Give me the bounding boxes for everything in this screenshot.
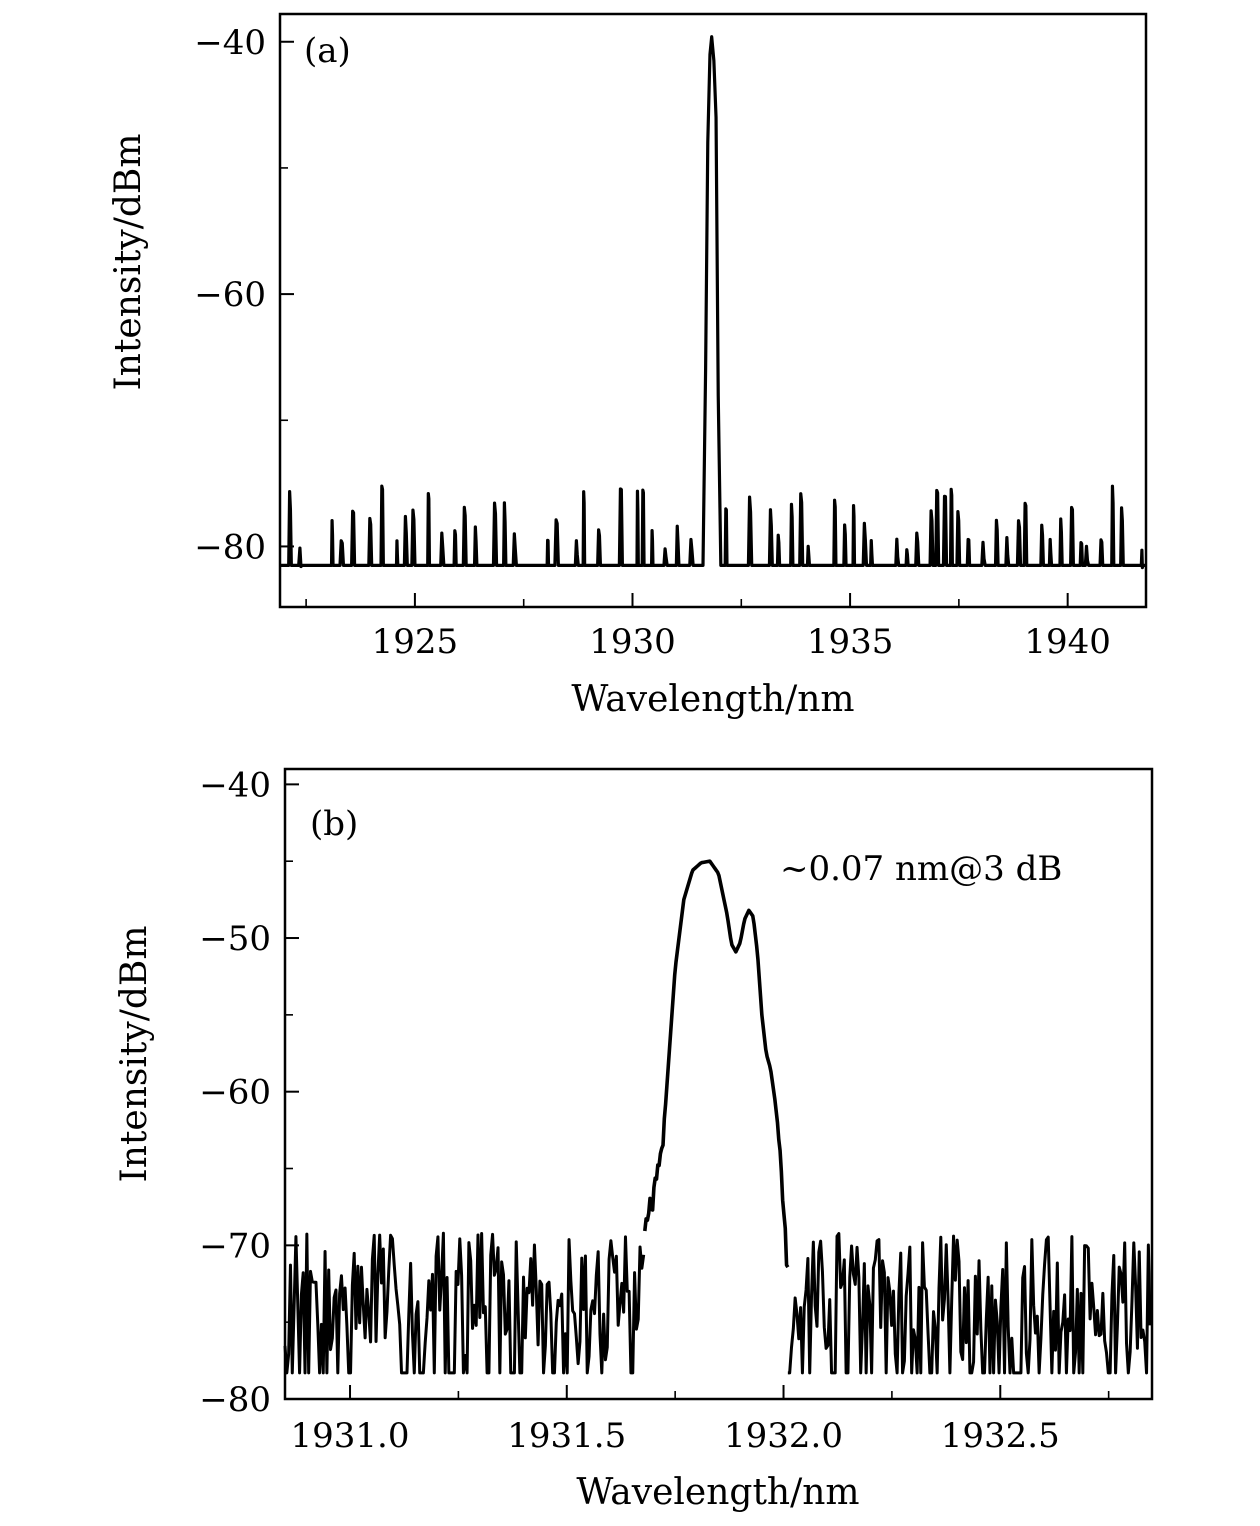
y-axis-b: −40 −50 −60 −70 −80	[199, 765, 299, 1420]
y-tick-label: −40	[194, 23, 266, 63]
x-tick-label: 1930	[589, 622, 676, 662]
x-tick-label: 1931.5	[507, 1416, 626, 1456]
x-axis-title-a: Wavelength/nm	[571, 679, 854, 720]
y-axis-a: −40 −60 −80	[194, 23, 294, 567]
bandwidth-annotation: ~0.07 nm@3 dB	[780, 849, 1062, 889]
y-tick-label: −60	[199, 1073, 271, 1113]
y-tick-label: −50	[199, 919, 271, 959]
chart-panel-a: 1925 1930 1935 1940 −40 −60 −80 (a) Wavelengt…	[108, 12, 1148, 720]
y-tick-label: −40	[199, 765, 271, 805]
y-axis-title-b: Intensity/dBm	[114, 926, 155, 1183]
x-tick-label: 1935	[807, 622, 894, 662]
x-tick-label: 1940	[1024, 622, 1111, 662]
series-line-a	[280, 35, 1146, 570]
x-axis-title-b: Wavelength/nm	[576, 1472, 859, 1513]
x-tick-label: 1925	[372, 622, 459, 662]
plot-frame-b	[283, 767, 1154, 1401]
chart-panel-b: 1931.0 1931.5 1932.0 1932.5 −40 −50 −60 −70 −80…	[114, 765, 1154, 1513]
y-tick-label: −60	[194, 275, 266, 315]
x-axis-b: 1931.0 1931.5 1932.0 1932.5	[291, 1385, 1110, 1456]
x-tick-label: 1932.5	[941, 1416, 1060, 1456]
panel-label-b: (b)	[310, 804, 358, 844]
y-tick-label: −80	[194, 527, 266, 567]
x-tick-label: 1932.0	[724, 1416, 843, 1456]
plot-frame-a	[278, 12, 1148, 609]
y-axis-title-a: Intensity/dBm	[108, 134, 149, 391]
panel-label-a: (a)	[304, 31, 351, 71]
x-tick-label: 1931.0	[291, 1416, 410, 1456]
x-axis-a: 1925 1930 1935 1940	[305, 593, 1111, 662]
y-tick-label: −70	[199, 1226, 271, 1266]
y-tick-label: −80	[199, 1380, 271, 1420]
series-noise-b	[283, 1231, 1152, 1375]
series-signal-b	[643, 859, 790, 1269]
